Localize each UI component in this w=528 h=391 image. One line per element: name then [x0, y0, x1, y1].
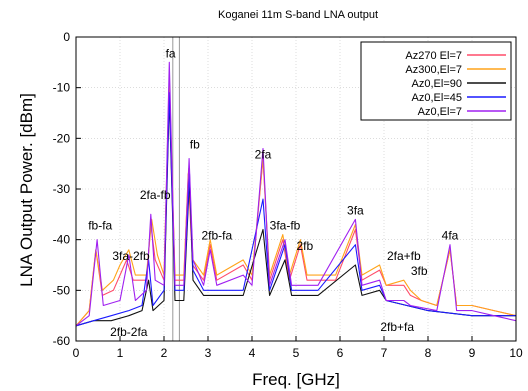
peak-annotation: 3fa-fb [270, 219, 301, 233]
peak-annotation: fb-fa [88, 219, 112, 233]
peak-annotation: 2fb [296, 239, 313, 253]
peak-annotation: 2fa-fb [140, 188, 171, 202]
y-ticks: 0 -10 -20 -30 -40 -50 -60 [53, 30, 81, 348]
y-tick-label: 0 [63, 30, 70, 44]
series-layer [75, 61, 517, 327]
y-tick-label: -60 [53, 334, 71, 348]
peak-annotation: 2fa+fb [387, 249, 421, 263]
legend-label: Az0,El=45 [412, 92, 462, 104]
x-tick-label: 5 [293, 346, 300, 360]
legend-label: Az0,El=90 [412, 78, 462, 90]
chart-title: Koganei 11m S-band LNA output [218, 9, 378, 21]
legend: Az270 El=7 Az300,El=7 Az0,El=90 Az0,El=45 Az… [360, 41, 512, 121]
x-tick-label: 3 [205, 346, 212, 360]
x-tick-label: 4 [249, 346, 256, 360]
y-tick-label: -50 [53, 283, 71, 297]
y-tick-label: -20 [53, 131, 71, 145]
peak-annotation: fb [190, 137, 200, 151]
peak-annotation: 4fa [442, 229, 459, 243]
y-axis-label: LNA Output Power. [dBm] [17, 93, 36, 287]
legend-label: Az0,El=7 [418, 106, 462, 118]
series-line-4 [75, 92, 516, 327]
peak-annotation: 3fa [347, 203, 364, 217]
x-ticks: 0 1 2 3 4 5 6 7 8 9 10 [73, 336, 523, 360]
x-axis-label: Freq. [GHz] [252, 370, 340, 389]
x-tick-label: 0 [73, 346, 80, 360]
series-line-3 [75, 97, 516, 327]
x-tick-label: 1 [117, 346, 124, 360]
x-tick-label: 2 [161, 346, 168, 360]
x-tick-label: 10 [509, 346, 523, 360]
peak-annotation: 2fa [255, 148, 272, 162]
y-tick-label: -30 [53, 182, 71, 196]
x-tick-label: 7 [381, 346, 388, 360]
peak-annotation: 2fb-fa [201, 229, 232, 243]
x-tick-label: 8 [425, 346, 432, 360]
series-line-5 [75, 61, 517, 327]
peak-annotation: 3fb [411, 264, 428, 278]
x-tick-label: 6 [337, 346, 344, 360]
peak-annotation: 2fb-2fa [110, 325, 148, 339]
peak-annotation: fa [166, 46, 176, 60]
annotations: fa fb 2fa-fb fb-fa 3fa-2fb 2fb-fa 2fa 3fa-fb 2fb… [88, 46, 458, 339]
x-tick-label: 9 [469, 346, 476, 360]
y-tick-label: -10 [53, 81, 71, 95]
y-tick-label: -40 [53, 233, 71, 247]
peak-annotation: 3fa-2fb [112, 249, 150, 263]
legend-label: Az300,El=7 [405, 64, 462, 76]
legend-label: Az270 El=7 [405, 50, 462, 62]
peak-annotation: 2fb+fa [380, 320, 414, 334]
